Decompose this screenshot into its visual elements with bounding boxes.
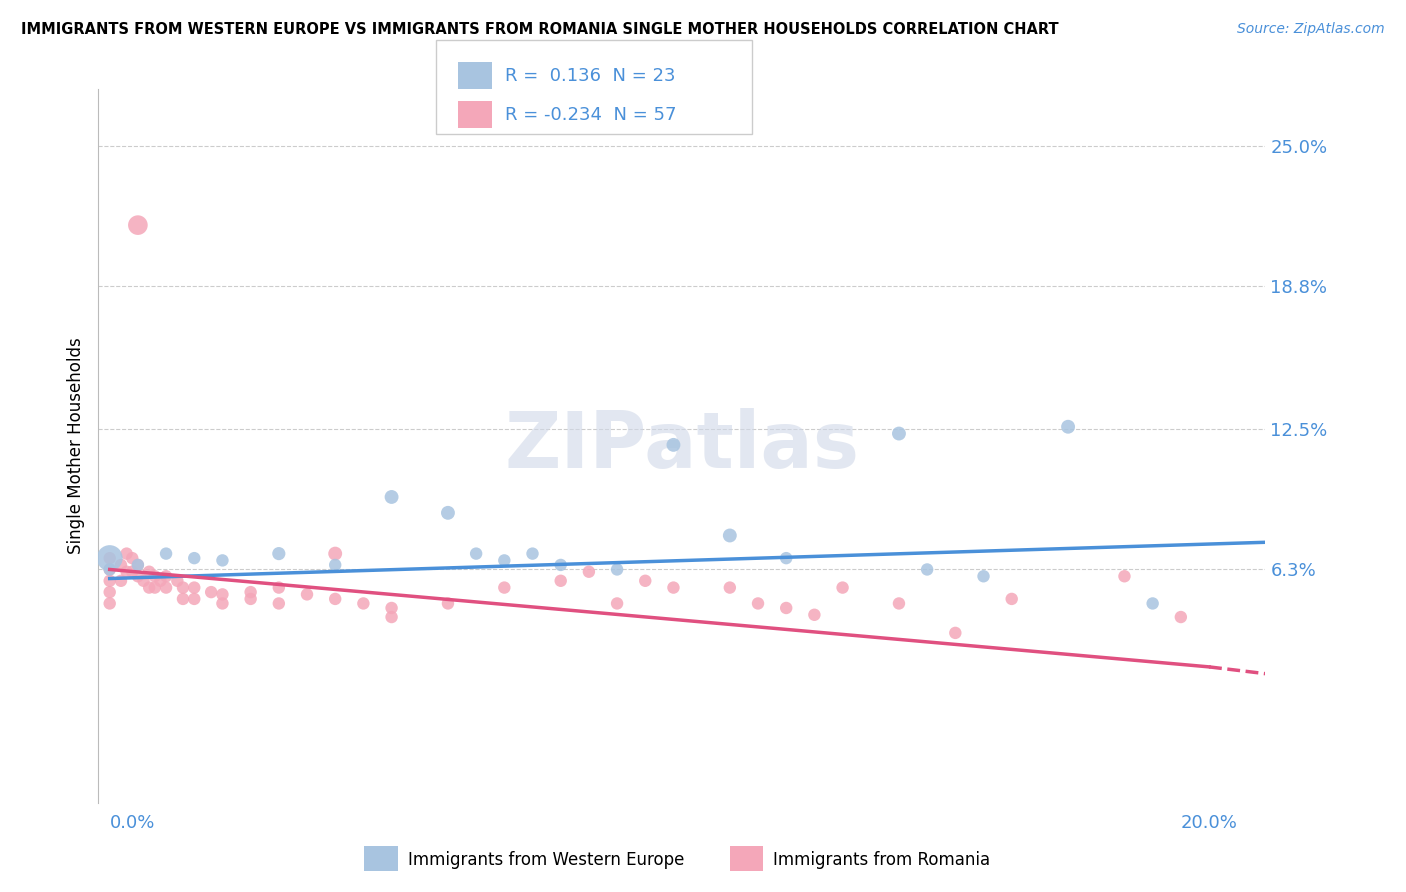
Point	[803, 607, 825, 622]
Point	[183, 551, 205, 566]
Point	[98, 585, 121, 599]
Point	[915, 562, 938, 576]
Point	[110, 574, 132, 588]
Point	[149, 574, 172, 588]
Point	[1170, 610, 1192, 624]
Point	[1114, 569, 1136, 583]
Point	[465, 547, 488, 561]
Point	[323, 558, 346, 572]
Text: Immigrants from Romania: Immigrants from Romania	[773, 851, 990, 869]
Text: 20.0%: 20.0%	[1181, 814, 1237, 832]
Point	[550, 574, 572, 588]
Point	[662, 581, 685, 595]
Point	[172, 591, 194, 606]
Point	[973, 569, 995, 583]
Point	[138, 581, 160, 595]
Point	[110, 558, 132, 572]
Point	[381, 490, 404, 504]
Point	[211, 597, 233, 611]
Point	[155, 569, 177, 583]
Point	[172, 581, 194, 595]
Text: Source: ZipAtlas.com: Source: ZipAtlas.com	[1237, 22, 1385, 37]
Point	[267, 547, 290, 561]
Point	[166, 574, 188, 588]
Point	[98, 551, 121, 566]
Text: 0.0%: 0.0%	[110, 814, 155, 832]
Point	[634, 574, 657, 588]
Text: R =  0.136  N = 23: R = 0.136 N = 23	[505, 67, 675, 85]
Point	[143, 581, 166, 595]
Point	[550, 558, 572, 572]
Point	[115, 547, 138, 561]
Point	[127, 218, 149, 232]
Text: IMMIGRANTS FROM WESTERN EUROPE VS IMMIGRANTS FROM ROMANIA SINGLE MOTHER HOUSEHOL: IMMIGRANTS FROM WESTERN EUROPE VS IMMIGR…	[21, 22, 1059, 37]
Point	[127, 558, 149, 572]
Point	[831, 581, 853, 595]
Y-axis label: Single Mother Households: Single Mother Households	[66, 338, 84, 554]
Point	[211, 553, 233, 567]
Point	[98, 574, 121, 588]
Point	[239, 591, 262, 606]
Point	[121, 551, 143, 566]
Point	[494, 581, 516, 595]
Point	[1142, 597, 1164, 611]
Point	[323, 591, 346, 606]
Point	[943, 626, 966, 640]
Point	[718, 581, 741, 595]
Point	[775, 551, 797, 566]
Text: R = -0.234  N = 57: R = -0.234 N = 57	[505, 106, 676, 124]
Point	[381, 610, 404, 624]
Text: ZIPatlas: ZIPatlas	[505, 408, 859, 484]
Point	[98, 551, 121, 566]
Point	[132, 574, 155, 588]
Point	[494, 553, 516, 567]
Point	[775, 601, 797, 615]
Point	[718, 528, 741, 542]
Point	[115, 565, 138, 579]
Point	[138, 565, 160, 579]
Point	[352, 597, 374, 611]
Point	[323, 547, 346, 561]
Point	[211, 587, 233, 601]
Point	[155, 547, 177, 561]
Point	[267, 581, 290, 595]
Point	[1057, 419, 1080, 434]
Point	[606, 562, 628, 576]
Point	[121, 565, 143, 579]
Point	[747, 597, 769, 611]
Point	[155, 581, 177, 595]
Point	[522, 547, 544, 561]
Point	[98, 562, 121, 576]
Point	[578, 565, 600, 579]
Point	[381, 601, 404, 615]
Point	[98, 597, 121, 611]
Point	[662, 438, 685, 452]
Point	[267, 597, 290, 611]
Text: Immigrants from Western Europe: Immigrants from Western Europe	[408, 851, 685, 869]
Point	[183, 591, 205, 606]
Point	[437, 597, 460, 611]
Point	[295, 587, 318, 601]
Point	[143, 569, 166, 583]
Point	[127, 558, 149, 572]
Point	[606, 597, 628, 611]
Point	[98, 562, 121, 576]
Point	[887, 597, 910, 611]
Point	[1001, 591, 1024, 606]
Point	[239, 585, 262, 599]
Point	[127, 569, 149, 583]
Point	[887, 426, 910, 441]
Point	[183, 581, 205, 595]
Point	[200, 585, 222, 599]
Point	[437, 506, 460, 520]
